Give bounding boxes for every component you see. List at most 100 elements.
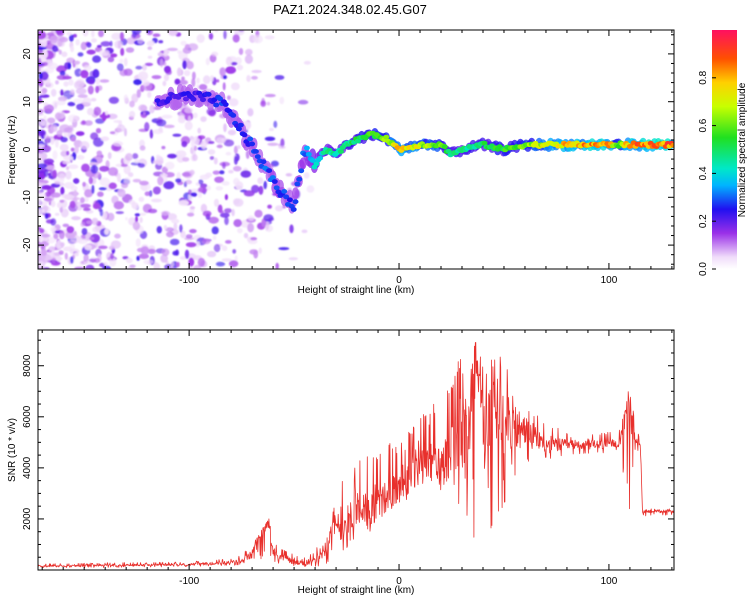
spectrogram-noise-blob	[66, 226, 75, 234]
spectrogram-y-ticks: -20 -10 0 10 20	[22, 34, 674, 265]
tick-label: 0.0	[698, 262, 709, 276]
spectrogram-noise-blob	[38, 85, 41, 92]
spectrogram-noise-blob	[166, 231, 174, 238]
spectrogram-noise-blob	[124, 128, 127, 137]
spectrogram-ridge	[154, 83, 674, 214]
spectrogram-noise-blob	[254, 36, 259, 43]
spectrogram-noise-blob	[181, 141, 188, 148]
spectrogram-noise-blob	[56, 65, 67, 73]
spectrogram-noise-blob	[89, 70, 96, 78]
spectrogram-noise-blob	[161, 114, 173, 119]
spectrogram-ridge-core	[273, 185, 280, 191]
tick-label: 2000	[22, 507, 33, 530]
tick-label: -20	[22, 237, 33, 252]
spectrogram-noise-blob	[38, 30, 47, 40]
spectrogram-noise-blob	[234, 30, 245, 36]
spectrogram-noise-blob	[232, 249, 237, 254]
spectrogram-noise-blob	[279, 96, 285, 105]
spectrogram-noise-blob	[303, 60, 311, 65]
spectrogram-noise-blob	[153, 262, 161, 269]
spectrogram-noise-blob	[220, 212, 230, 218]
spectrogram-ridge-core	[298, 168, 305, 174]
spectrogram-noise-blob	[182, 60, 187, 70]
spectrogram-ridge-core	[266, 168, 273, 174]
spectrogram-noise-blob	[233, 198, 244, 207]
spectrogram-noise-blob	[93, 106, 102, 116]
spectrogram-noise-blob	[120, 163, 128, 167]
spectrogram-noise-blob	[56, 130, 63, 137]
spectrogram-noise-blob	[123, 164, 131, 175]
tick-label: 0.2	[698, 214, 709, 228]
spectrogram-noise-blob	[75, 39, 80, 46]
spectrogram-noise-blob	[51, 45, 59, 53]
spectrogram-noise-blob	[135, 238, 141, 247]
spectrogram-noise-blob	[247, 223, 255, 233]
spectrogram-noise-blob	[43, 102, 48, 106]
spectrogram-noise-blob	[126, 37, 137, 45]
spectrogram-ridge-core	[670, 142, 674, 148]
spectrogram-noise-blob	[110, 252, 114, 260]
spectrogram-noise-blob	[61, 51, 68, 58]
spectrogram-noise-blob	[152, 186, 161, 195]
spectrogram-noise-blob	[100, 136, 110, 142]
spectrogram-noise-blob	[238, 48, 244, 55]
spectrogram-noise-blob	[189, 169, 195, 176]
spectrogram-noise-blob	[69, 34, 74, 42]
spectrogram-noise-blob	[161, 248, 170, 257]
spectrogram-noise-blob	[216, 79, 220, 83]
spectrogram-noise-blob	[116, 63, 124, 71]
spectrogram-noise-blob	[169, 238, 180, 246]
spectrogram-noise-blob	[263, 214, 274, 222]
spectrogram-noise-blob	[137, 163, 145, 168]
spectrogram-noise-blob	[243, 232, 249, 239]
spectrogram-noise-blob	[203, 75, 211, 85]
spectrogram-noise-blob	[73, 80, 85, 90]
spectrogram-noise-blob	[52, 150, 58, 160]
spectrogram-noise-blob	[144, 191, 151, 196]
spectrogram-noise-blob	[48, 246, 56, 251]
spectrogram-ridge-core	[271, 179, 278, 184]
spectrogram-ridge-core	[237, 122, 244, 128]
spectrogram-noise-blob	[144, 62, 154, 67]
spectrogram-noise-blob	[84, 120, 93, 126]
spectrogram-noise-blob	[192, 71, 196, 80]
tick-label: 0	[396, 275, 402, 286]
spectrogram-noise-blob	[266, 101, 271, 106]
spectrogram-noise-blob	[38, 72, 43, 80]
spectrogram-noise-blob	[172, 133, 182, 137]
spectrogram-noise-blob	[254, 209, 263, 218]
spectrogram-noise-blob	[72, 33, 77, 38]
spectrogram-noise-blob	[81, 163, 90, 172]
spectrogram-noise-blob	[60, 89, 64, 96]
spectrogram-noise-blob	[163, 181, 175, 190]
spectrogram-noise-blob	[60, 136, 68, 143]
spectrogram-noise-blob	[78, 236, 83, 244]
spectrogram-noise-blob	[157, 176, 164, 186]
spectrogram-noise-blob	[147, 55, 153, 59]
spectrogram-noise-blob	[67, 101, 76, 107]
spectrogram-noise-blob	[210, 75, 214, 82]
spectrogram-noise-blob	[147, 46, 153, 50]
spectrogram-ridge-core	[337, 149, 344, 155]
spectrogram-noise-blob	[62, 75, 72, 80]
spectrogram-noise-blob	[258, 185, 264, 195]
spectrogram-noise-blob	[70, 185, 78, 191]
snr-y-axis-label: SNR (10 * v/v)	[7, 418, 18, 482]
spectrogram-noise-blob	[47, 32, 55, 36]
spectrogram-noise-blob	[107, 152, 112, 160]
spectrogram-noise-blob	[75, 131, 85, 137]
spectrogram-noise-blob	[125, 47, 135, 53]
spectrogram-noise-blob	[108, 182, 117, 190]
spectrogram-noise-blob	[228, 169, 234, 174]
spectrogram-noise-blob	[197, 257, 206, 267]
spectrogram-noise-blob	[275, 262, 279, 269]
spectrogram-noise-blob	[110, 240, 121, 249]
spectrogram-noise-blob	[165, 69, 172, 76]
spectrogram-noise-blob	[223, 75, 227, 80]
spectrogram-noise-blob	[197, 186, 208, 194]
spectrogram-noise-blob	[231, 82, 240, 91]
spectrogram-noise-blob	[187, 115, 192, 124]
spectrogram-noise-blob	[278, 247, 290, 251]
spectrogram-noise-blob	[58, 250, 64, 255]
spectrogram-noise-blob	[198, 84, 208, 91]
